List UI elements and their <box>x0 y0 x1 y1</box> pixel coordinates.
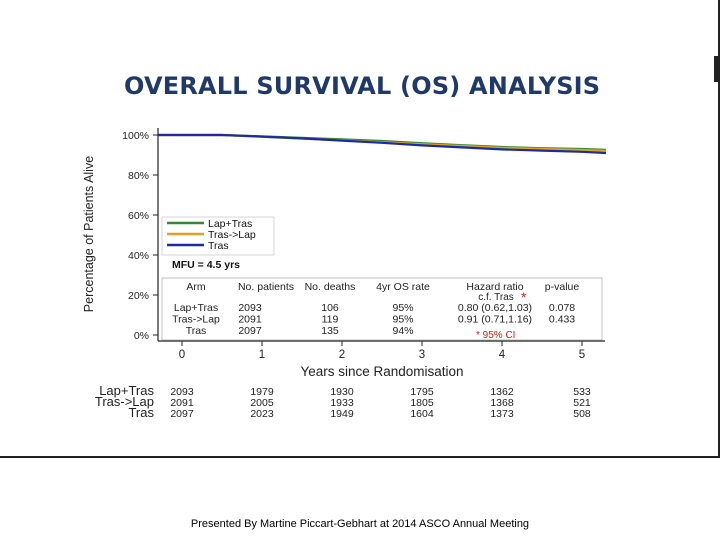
y-axis-label: Percentage of Patients Alive <box>82 156 96 312</box>
slide-frame <box>0 0 720 458</box>
mfu-label: MFU = 4.5 yrs <box>172 259 240 271</box>
at-risk-arm-label: Tras->Lap <box>95 394 154 409</box>
at-risk-value: 1930 <box>330 386 354 398</box>
table-asterisk: * <box>521 289 527 305</box>
x-tick-label: 0 <box>179 349 185 361</box>
table-cell: 106 <box>321 302 339 314</box>
x-tick-label: 5 <box>579 349 585 361</box>
table-cell: 2093 <box>238 302 262 314</box>
table-cell: 94% <box>392 325 413 337</box>
y-tick-label: 20% <box>128 290 149 302</box>
table-cell: 119 <box>322 314 339 326</box>
footer-credit: Presented By Martine Piccart-Gebhart at … <box>190 518 530 530</box>
at-risk-value: 1795 <box>410 386 434 398</box>
at-risk-value: 1362 <box>490 386 514 398</box>
table-cell: Tras->Lap <box>172 314 220 326</box>
table-header-patients: No. patients <box>238 281 294 293</box>
table-cell: Lap+Tras <box>174 302 218 314</box>
table-cell: 0.433 <box>549 314 575 326</box>
at-risk-value: 2091 <box>170 397 194 409</box>
y-ticks: 0% 20% 40% 60% 80% 100% <box>122 130 158 342</box>
at-risk-value: 1368 <box>490 397 514 409</box>
slide-title: OVERALL SURVIVAL (OS) ANALYSIS <box>124 72 601 100</box>
table-cell: 0.80 (0.62,1.03) <box>458 302 532 314</box>
table-header-os-rate: 4yr OS rate <box>376 281 430 293</box>
at-risk-value: 533 <box>573 386 591 398</box>
table-cell: 2097 <box>238 325 262 337</box>
y-tick-label: 0% <box>134 330 149 342</box>
at-risk-value: 1805 <box>410 397 434 409</box>
at-risk-value: 508 <box>573 408 591 420</box>
at-risk-value: 1373 <box>490 408 514 420</box>
table-rows: Lap+Tras 2093 106 95% 0.80 (0.62,1.03) 0.078 T… <box>172 302 575 337</box>
at-risk-value: 2097 <box>170 408 194 420</box>
at-risk-value: 1604 <box>410 408 434 420</box>
table-cell: 95% <box>392 302 413 314</box>
table-header-deaths: No. deaths <box>305 281 356 293</box>
y-tick-label: 80% <box>128 170 149 182</box>
summary-table: Arm No. patients No. deaths 4yr OS rate … <box>161 277 603 341</box>
table-header-hazard: Hazard ratio <box>466 281 523 293</box>
at-risk-arm-label: Tras <box>128 405 154 420</box>
ci-note: * 95% CI <box>476 330 515 341</box>
legend-label: Lap+Tras <box>208 218 252 230</box>
table-cell: 95% <box>392 314 413 326</box>
at-risk-value: 521 <box>573 397 591 409</box>
table-hr-subheader: c.f. Tras <box>478 292 514 303</box>
table-cell: 135 <box>321 325 339 337</box>
at-risk-value: 1949 <box>330 408 354 420</box>
table-cell: 2091 <box>238 314 262 326</box>
table-cell: Tras <box>186 325 207 337</box>
at-risk-value: 1933 <box>330 397 354 409</box>
x-tick-label: 4 <box>499 349 506 361</box>
x-tick-label: 3 <box>419 349 425 361</box>
at-risk-arm-label: Lap+Tras <box>99 383 154 398</box>
table-header-arm: Arm <box>186 281 206 293</box>
frame-edge-mark <box>714 56 718 82</box>
x-tick-label: 1 <box>259 349 265 361</box>
at-risk-value: 2005 <box>250 397 274 409</box>
legend-label: Tras->Lap <box>208 229 256 241</box>
table-cell: 0.078 <box>549 302 575 314</box>
at-risk-value: 2093 <box>170 386 194 398</box>
y-tick-label: 60% <box>128 210 149 222</box>
series-line-2 <box>158 133 607 155</box>
series-lines <box>158 133 607 155</box>
table-cell: 0.91 (0.71,1.16) <box>458 314 532 326</box>
at-risk-value: 1979 <box>250 386 274 398</box>
y-tick-label: 100% <box>122 130 149 142</box>
legend-label: Tras <box>208 240 229 252</box>
x-tick-label: 2 <box>339 349 345 361</box>
at-risk-table: Lap+Tras 2093 1979 1930 1795 1362 533 Tras->Lap… <box>95 383 591 420</box>
at-risk-value: 2023 <box>250 408 274 420</box>
table-header-pvalue: p-value <box>545 281 580 293</box>
x-ticks: 0 1 2 3 4 5 <box>179 341 585 361</box>
y-tick-label: 40% <box>128 250 149 262</box>
x-axis-label: Years since Randomisation <box>300 364 463 379</box>
summary-table-box <box>161 277 603 341</box>
